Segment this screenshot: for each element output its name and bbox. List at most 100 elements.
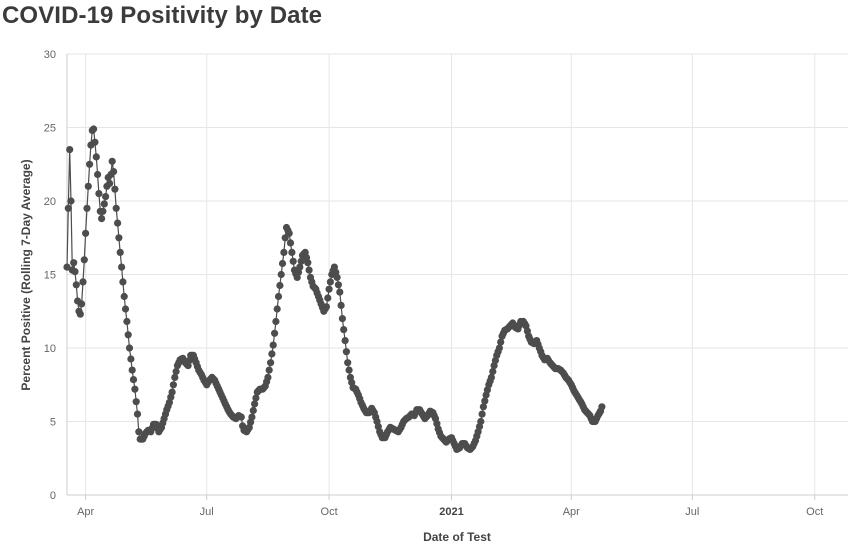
x-axis-title: Date of Test [423,530,491,544]
data-point [82,229,90,237]
x-tick-label: 2021 [439,506,463,518]
x-tick-label: Jul [685,506,699,518]
data-point [495,344,503,352]
data-point [114,219,122,227]
data-point [285,229,293,237]
data-point [251,400,259,408]
data-point [338,315,346,323]
data-point [63,263,71,271]
data-point [336,288,344,296]
data-point [598,403,606,411]
data-point [100,200,108,208]
data-point [296,263,304,271]
data-point [119,278,127,286]
data-point [91,138,99,146]
data-point [64,204,72,212]
data-point [124,331,132,339]
data-point [84,182,92,190]
data-point [133,410,142,418]
data-point [478,410,486,418]
data-point [342,348,350,356]
data-point [172,367,180,376]
x-tick-label: Jul [200,506,214,518]
data-point [98,215,106,223]
data-point [297,257,305,265]
data-point [76,310,84,318]
x-tick-labels: Apr Jul Oct 2021 Apr Jul Oct [77,506,823,518]
y-tick-label: 25 [44,123,56,135]
data-point [78,300,86,308]
data-point [286,239,295,247]
data-point [135,428,143,436]
data-point [487,373,495,381]
data-point [123,317,131,326]
data-point [129,376,138,384]
data-point [334,281,342,289]
data-point [268,350,276,358]
data-point [80,256,88,264]
data-point [345,366,353,374]
data-point [79,278,87,286]
data-point [90,125,98,133]
y-tick-label: 0 [50,490,56,502]
data-point [325,285,333,293]
data-point [264,373,272,381]
data-point [277,270,285,279]
axes [66,54,848,500]
data-point [248,413,256,421]
data-point [86,160,94,168]
data-point [94,170,102,179]
y-tick-labels: 0 5 10 15 20 25 30 [44,49,56,502]
data-point [305,266,313,274]
data-point [118,263,126,271]
x-tick-label: Oct [321,506,338,518]
data-point [171,373,179,381]
data-point [267,359,275,367]
data-point [341,337,349,345]
data-point [131,385,139,393]
data-point [95,190,103,198]
series-positivity [63,125,606,453]
data-point [71,268,79,276]
grid-lines [67,53,848,496]
data-point [337,301,345,309]
data-point [67,197,75,205]
data-point [127,355,135,363]
data-point [102,193,110,201]
data-point [249,406,257,415]
data-point [99,207,107,215]
data-point [276,281,284,290]
data-point [110,168,118,176]
data-point [112,204,120,212]
data-point [72,281,80,289]
data-point [168,388,176,396]
y-axis-title: Percent Positive (Rolling 7-Day Average) [19,159,33,390]
data-point [70,259,78,267]
data-point [66,146,74,154]
data-point [324,294,332,302]
data-point [252,394,260,402]
data-point [271,329,279,337]
y-tick-label: 20 [44,196,56,208]
data-point [344,359,352,367]
data-point [116,248,124,256]
data-point [121,305,130,313]
data-point [497,338,505,346]
data-point [340,326,348,334]
data-point [120,292,128,301]
data-point [304,259,312,267]
data-point [289,257,297,265]
data-point [128,366,136,374]
data-point [108,157,116,165]
data-point [125,344,134,352]
data-point [115,234,123,242]
data-point [477,417,485,426]
data-point [272,317,280,326]
data-point [326,278,334,286]
x-tick-label: Apr [563,506,580,518]
data-point [269,341,277,349]
data-point [132,398,140,406]
data-point [333,273,341,281]
y-tick-label: 15 [44,270,56,282]
